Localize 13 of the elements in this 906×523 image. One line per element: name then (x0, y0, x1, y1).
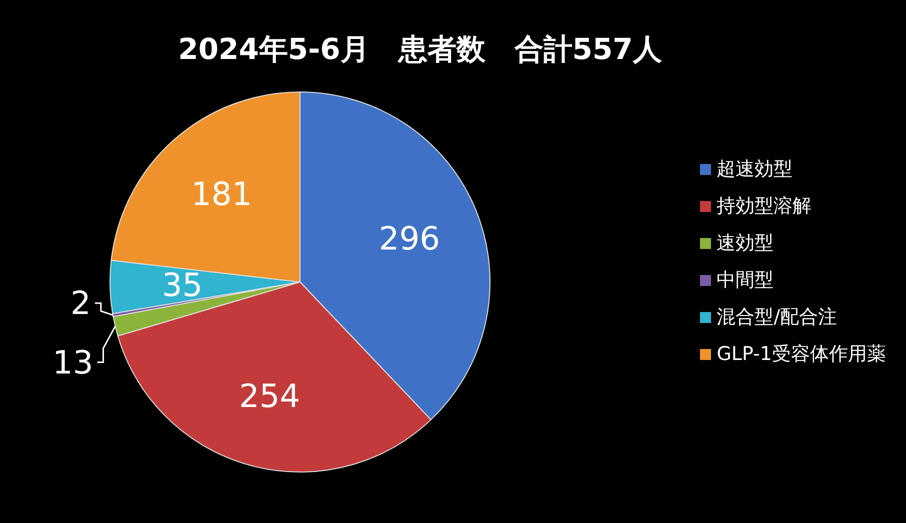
legend-label: 中間型 (716, 268, 774, 293)
legend-label: 超速効型 (716, 157, 793, 182)
data-label: 2 (70, 284, 91, 322)
legend-label: 混合型/配合注 (716, 305, 838, 330)
legend-label: 持効型溶解 (716, 194, 812, 219)
data-label: 35 (162, 266, 203, 304)
data-label: 296 (378, 219, 440, 258)
chart-title: 2024年5-6月 患者数 合計557人 (177, 31, 663, 68)
data-label: 254 (239, 376, 300, 415)
data-label: 181 (191, 175, 252, 214)
data-label: 13 (52, 343, 94, 382)
legend-label: GLP-1受容体作用薬 (716, 342, 886, 367)
legend-label: 速効型 (716, 231, 774, 256)
